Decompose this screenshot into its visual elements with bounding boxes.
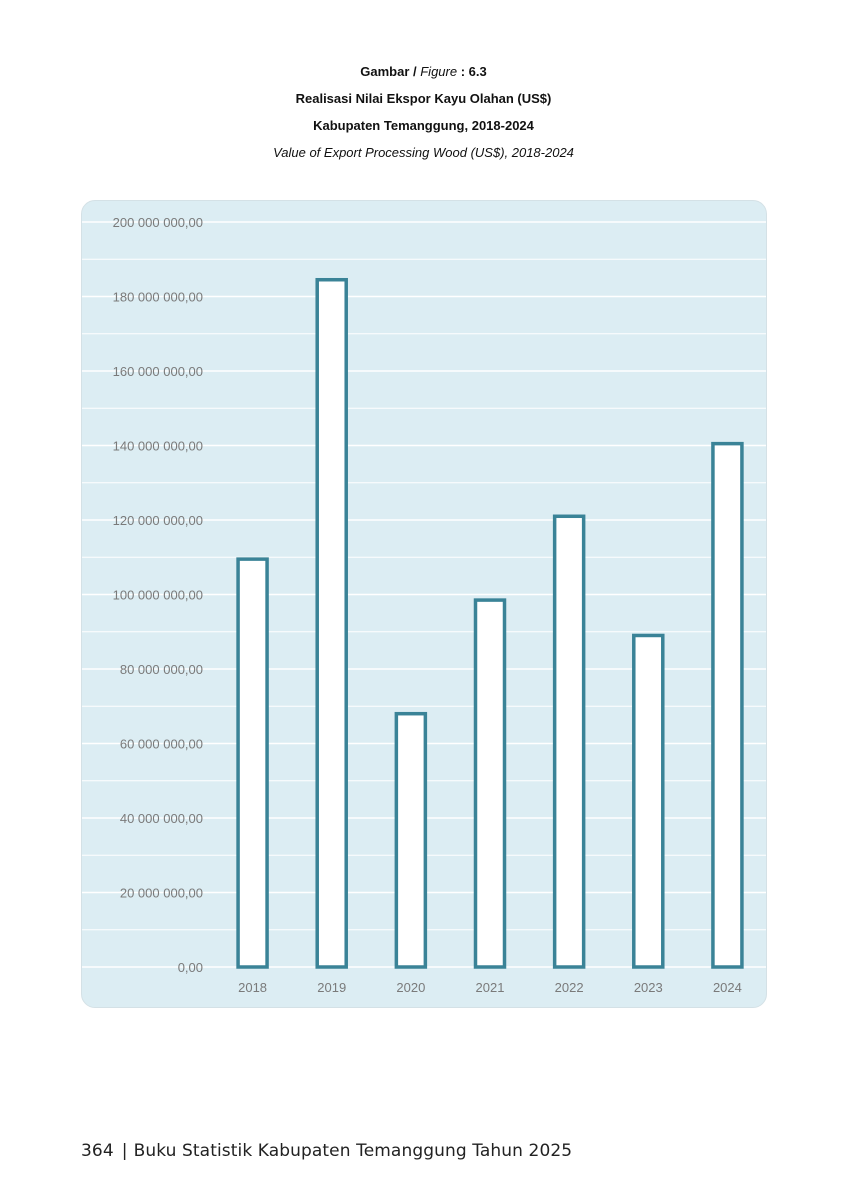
bar-chart: 0,00 20 000 000,00 40 000 000,00 60 000 000… (82, 215, 766, 995)
x-axis: 2018 2019 2020 2021 2022 2023 2024 (238, 980, 742, 995)
bar-2018 (236, 557, 269, 969)
x-tick-label: 2022 (555, 980, 584, 995)
gridlines (82, 221, 766, 968)
bar-2023 (632, 633, 665, 969)
x-tick-label: 2024 (713, 980, 742, 995)
x-tick-label: 2020 (396, 980, 425, 995)
bars (236, 277, 744, 969)
figure-word: Figure (420, 64, 458, 79)
chart-title: Realisasi Nilai Ekspor Kayu Olahan (US$) (295, 91, 552, 106)
bar-2022 (552, 514, 586, 969)
y-tick-label: 60 000 000,00 (120, 737, 203, 752)
page-footer: 364 | Buku Statistik Kabupaten Temanggung … (81, 1141, 572, 1161)
chart-region: Kabupaten Temanggung, 2018-2024 (313, 118, 534, 133)
bar-2020 (394, 711, 428, 969)
x-tick-label: 2023 (634, 980, 663, 995)
y-tick-label: 160 000 000,00 (113, 364, 203, 379)
y-tick-label: 20 000 000,00 (120, 886, 203, 901)
figure-number: : 6.3 (460, 64, 487, 79)
book-title: Buku Statistik Kabupaten Temanggung Tahu… (133, 1141, 573, 1161)
x-tick-label: 2021 (476, 980, 505, 995)
y-tick-label: 120 000 000,00 (113, 513, 203, 528)
y-tick-label: 100 000 000,00 (113, 588, 203, 603)
x-tick-label: 2018 (238, 980, 267, 995)
figure-prefix: Gambar / (360, 64, 417, 79)
y-tick-label: 200 000 000,00 (113, 215, 203, 230)
page-number: 364 (81, 1141, 114, 1161)
y-tick-label: 0,00 (178, 960, 203, 975)
x-tick-label: 2019 (317, 980, 346, 995)
y-tick-label: 140 000 000,00 (113, 439, 203, 454)
y-tick-label: 40 000 000,00 (120, 811, 203, 826)
bar-2019 (315, 277, 348, 969)
figure-caption: Gambar / Figure : 6.3 Realisasi Nilai Ek… (0, 58, 847, 166)
bar-2021 (473, 598, 507, 969)
figure-number-line: Gambar / Figure : 6.3 (0, 58, 847, 85)
y-tick-label: 180 000 000,00 (113, 290, 203, 305)
chart-panel: 0,00 20 000 000,00 40 000 000,00 60 000 000… (81, 200, 767, 1008)
y-axis: 0,00 20 000 000,00 40 000 000,00 60 000 000… (113, 215, 203, 975)
bar-2024 (711, 441, 744, 969)
footer-separator: | (121, 1141, 128, 1161)
y-tick-label: 80 000 000,00 (120, 662, 203, 677)
chart-title-english: Value of Export Processing Wood (US$), 2… (273, 145, 574, 160)
